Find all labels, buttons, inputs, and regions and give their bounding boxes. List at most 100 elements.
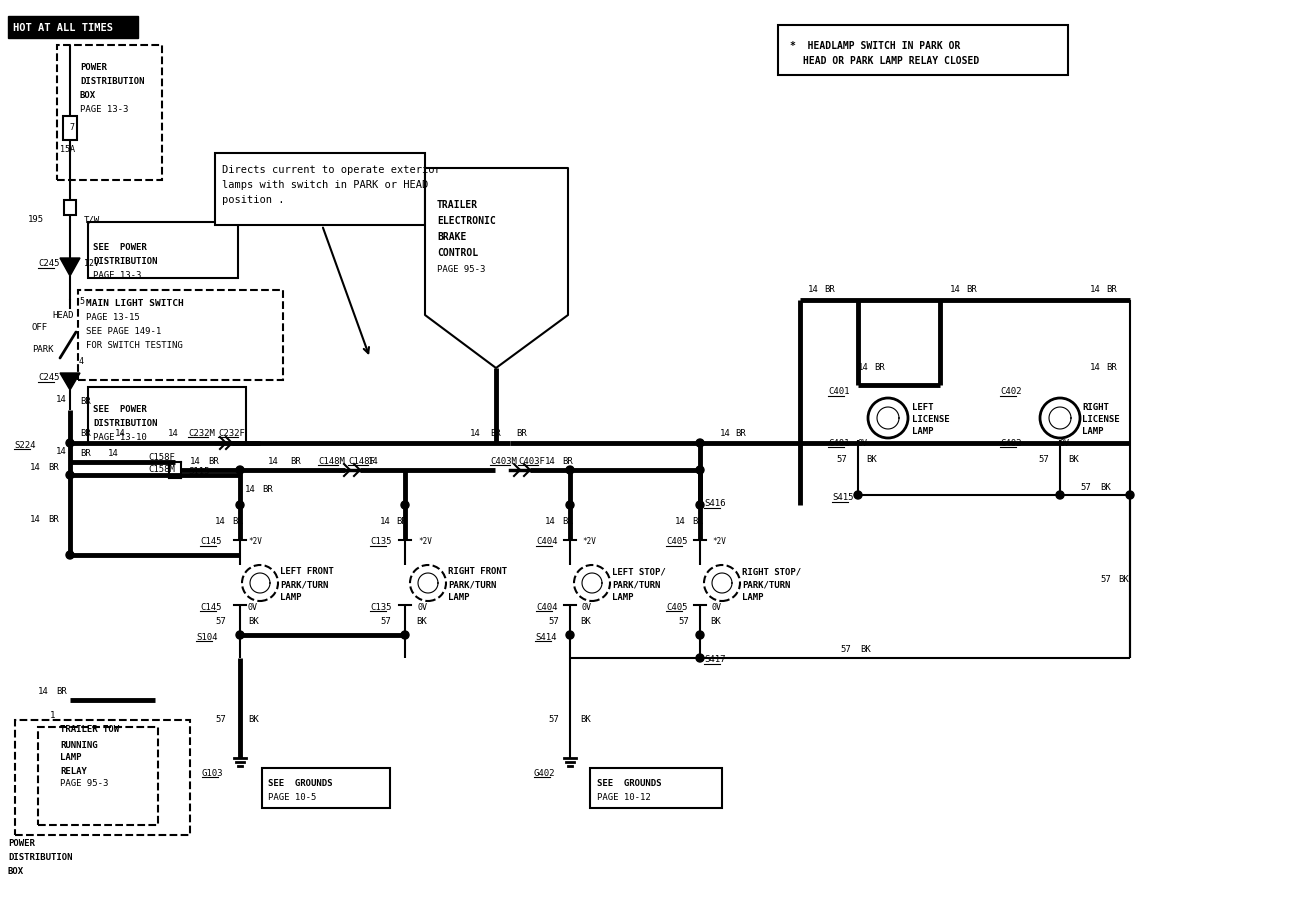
Text: C404: C404 — [536, 538, 558, 547]
Text: BOX: BOX — [81, 92, 96, 101]
Text: 14: 14 — [471, 430, 481, 438]
Text: LAMP: LAMP — [612, 593, 633, 602]
Text: PAGE 95-3: PAGE 95-3 — [60, 779, 108, 788]
Text: BR: BR — [208, 456, 218, 465]
Text: PAGE 13-10: PAGE 13-10 — [94, 434, 147, 443]
Text: TRAILER TOW: TRAILER TOW — [60, 726, 120, 735]
Text: BR: BR — [263, 485, 273, 494]
Text: 14: 14 — [56, 446, 66, 455]
Text: C145: C145 — [200, 538, 221, 547]
Circle shape — [1056, 491, 1063, 499]
Text: SEE PAGE 149-1: SEE PAGE 149-1 — [86, 327, 161, 336]
Circle shape — [237, 631, 244, 639]
Text: 57: 57 — [549, 618, 559, 627]
Circle shape — [696, 631, 705, 639]
Circle shape — [66, 471, 74, 479]
Text: MAIN LIGHT SWITCH: MAIN LIGHT SWITCH — [86, 299, 183, 308]
Text: 14: 14 — [168, 430, 179, 438]
Text: G402: G402 — [534, 768, 555, 777]
Text: 14: 14 — [268, 456, 278, 465]
Text: position .: position . — [222, 195, 285, 205]
Text: LAMP: LAMP — [280, 593, 302, 602]
Text: 57: 57 — [1100, 576, 1110, 584]
Text: ELECTRONIC: ELECTRONIC — [437, 216, 495, 226]
Text: CONTROL: CONTROL — [437, 248, 478, 258]
Text: *  HEADLAMP SWITCH IN PARK OR: * HEADLAMP SWITCH IN PARK OR — [790, 41, 961, 51]
Text: BR: BR — [562, 456, 573, 465]
Text: 14: 14 — [545, 518, 556, 526]
Text: PAGE 10-5: PAGE 10-5 — [268, 794, 316, 803]
Text: TRAILER: TRAILER — [437, 200, 478, 210]
Text: T/W: T/W — [84, 216, 100, 225]
Text: BK: BK — [580, 618, 590, 627]
FancyBboxPatch shape — [64, 200, 75, 215]
Text: DISTRIBUTION: DISTRIBUTION — [94, 420, 157, 428]
Text: 57: 57 — [380, 618, 391, 627]
Text: 14: 14 — [30, 515, 40, 524]
Circle shape — [696, 439, 705, 447]
Text: BR: BR — [1106, 286, 1117, 295]
Circle shape — [854, 491, 862, 499]
Text: 57: 57 — [1080, 483, 1091, 492]
Circle shape — [237, 466, 244, 474]
Circle shape — [400, 631, 410, 639]
Text: 14: 14 — [114, 430, 126, 438]
Text: *2V: *2V — [712, 538, 725, 547]
Text: C158F: C158F — [148, 454, 176, 463]
Text: 14: 14 — [950, 286, 961, 295]
Text: BR: BR — [562, 518, 573, 526]
Text: C145: C145 — [200, 602, 221, 611]
Text: BR: BR — [81, 448, 91, 457]
FancyBboxPatch shape — [777, 25, 1069, 75]
Text: *2V: *2V — [419, 538, 432, 547]
Text: BOX: BOX — [8, 866, 25, 875]
Text: 57: 57 — [679, 618, 689, 627]
Text: 0V: 0V — [858, 438, 868, 447]
Circle shape — [696, 466, 705, 474]
Text: C135: C135 — [370, 602, 391, 611]
Polygon shape — [60, 258, 81, 276]
Text: C148M: C148M — [318, 456, 344, 465]
Text: *2V: *2V — [582, 538, 595, 547]
Text: FOR SWITCH TESTING: FOR SWITCH TESTING — [86, 342, 183, 350]
Circle shape — [1126, 491, 1134, 499]
Text: S115: S115 — [188, 467, 209, 476]
Text: C403M: C403M — [490, 456, 517, 465]
Text: 14: 14 — [368, 456, 378, 465]
Text: HEAD OR PARK LAMP RELAY CLOSED: HEAD OR PARK LAMP RELAY CLOSED — [803, 56, 979, 66]
FancyBboxPatch shape — [8, 16, 138, 38]
Text: 57: 57 — [840, 646, 850, 655]
Polygon shape — [60, 373, 81, 390]
Text: S416: S416 — [705, 500, 725, 509]
Text: POWER: POWER — [81, 63, 107, 73]
Text: HEAD: HEAD — [52, 310, 74, 319]
Text: 0V: 0V — [419, 602, 428, 611]
Text: Directs current to operate exterior: Directs current to operate exterior — [222, 165, 441, 175]
Text: PARK/TURN: PARK/TURN — [742, 580, 790, 590]
Text: BK: BK — [1100, 483, 1110, 492]
Text: BK: BK — [580, 716, 590, 725]
Circle shape — [237, 501, 244, 509]
Text: C135: C135 — [370, 538, 391, 547]
Text: RIGHT: RIGHT — [1082, 404, 1109, 413]
Text: *2V: *2V — [248, 538, 261, 547]
Circle shape — [66, 439, 74, 447]
Text: BR: BR — [81, 430, 91, 438]
Text: BR: BR — [490, 430, 501, 438]
Text: RUNNING: RUNNING — [60, 740, 98, 749]
Text: 14: 14 — [858, 364, 868, 373]
Text: 14: 14 — [190, 456, 200, 465]
Text: G103: G103 — [202, 768, 224, 777]
Text: BR: BR — [81, 397, 91, 406]
Text: RELAY: RELAY — [60, 766, 87, 775]
Text: LICENSE: LICENSE — [913, 415, 949, 424]
Text: C401: C401 — [828, 387, 849, 396]
Text: BK: BK — [248, 716, 259, 725]
Text: 14: 14 — [675, 518, 686, 526]
Text: SEE  POWER: SEE POWER — [94, 405, 147, 414]
Text: SEE  GROUNDS: SEE GROUNDS — [268, 779, 333, 788]
Text: BRAKE: BRAKE — [437, 232, 467, 242]
Text: C404: C404 — [536, 602, 558, 611]
Text: 4: 4 — [79, 357, 84, 366]
Text: 14: 14 — [545, 456, 556, 465]
